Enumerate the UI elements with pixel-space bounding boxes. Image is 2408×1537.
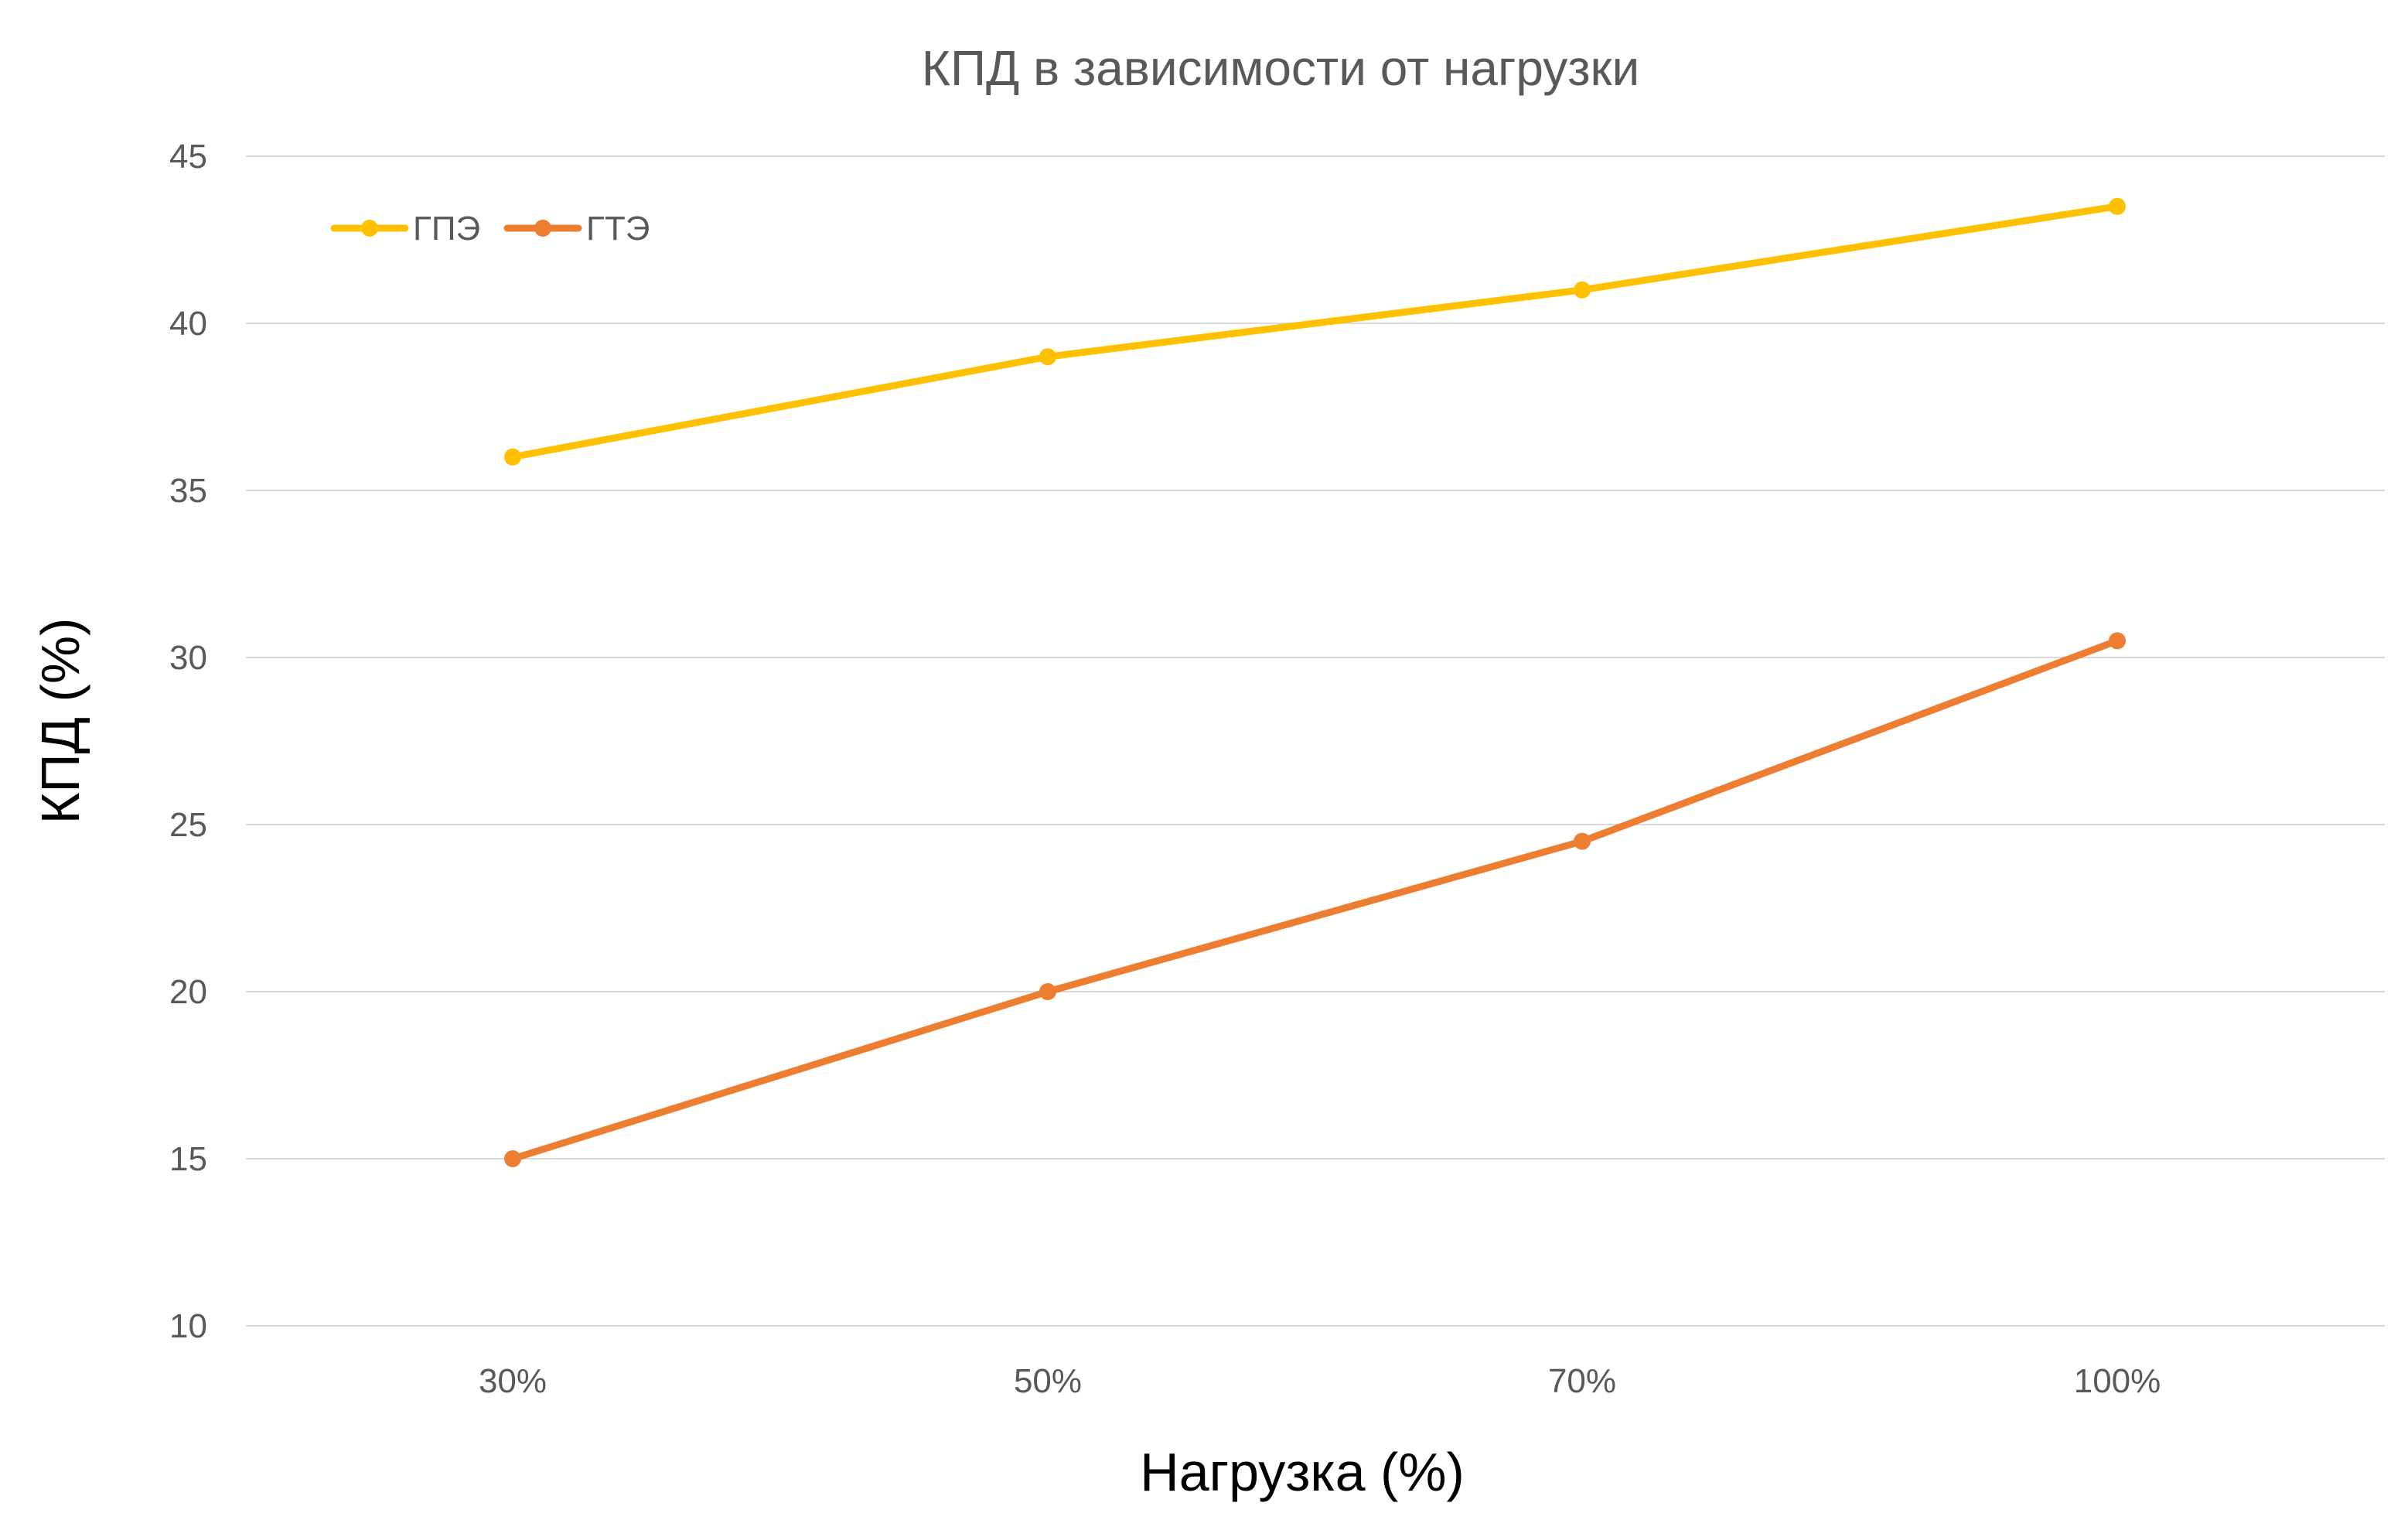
data-point <box>2109 632 2126 650</box>
chart-title: КПД в зависимости от нагрузки <box>922 40 1640 96</box>
legend-swatch-marker <box>361 220 378 237</box>
y-tick-label: 10 <box>169 1307 207 1345</box>
legend-item: ГТЭ <box>503 210 650 248</box>
series-line <box>509 637 2121 1163</box>
x-tick-label: 30% <box>479 1362 547 1400</box>
data-point <box>1574 832 1591 850</box>
y-axis-ticks: 10 15 20 25 30 35 40 45 <box>169 138 207 1345</box>
data-point <box>504 448 521 466</box>
x-axis-title: Нагрузка (%) <box>1140 1442 1465 1502</box>
x-tick-label: 50% <box>1014 1362 1082 1400</box>
series-2 <box>504 632 2126 1167</box>
y-tick-label: 20 <box>169 973 207 1011</box>
x-tick-label: 70% <box>1548 1362 1616 1400</box>
y-tick-label: 40 <box>169 305 207 343</box>
x-axis-ticks: 30% 50% 70% 100% <box>479 1362 2161 1400</box>
x-tick-label: 100% <box>2074 1362 2161 1400</box>
data-point <box>1039 348 1056 366</box>
y-tick-label: 15 <box>169 1140 207 1178</box>
series-1 <box>504 197 2126 466</box>
legend-item: ГПЭ <box>330 210 480 248</box>
data-point <box>504 1150 521 1167</box>
data-point <box>1039 983 1056 1000</box>
series-group <box>504 197 2126 1167</box>
legend-label: ГТЭ <box>586 210 650 248</box>
series-line <box>509 203 2121 461</box>
y-tick-label: 45 <box>169 138 207 176</box>
legend-swatch-marker <box>534 220 551 237</box>
legend: ГПЭ ГТЭ <box>330 210 650 248</box>
gridlines <box>246 155 2385 1327</box>
y-tick-label: 25 <box>169 806 207 844</box>
y-tick-label: 30 <box>169 639 207 677</box>
legend-label: ГПЭ <box>413 210 480 248</box>
data-point <box>1574 281 1591 299</box>
y-tick-label: 35 <box>169 472 207 510</box>
data-point <box>2109 197 2126 215</box>
y-axis-title: КПД (%) <box>30 618 90 825</box>
